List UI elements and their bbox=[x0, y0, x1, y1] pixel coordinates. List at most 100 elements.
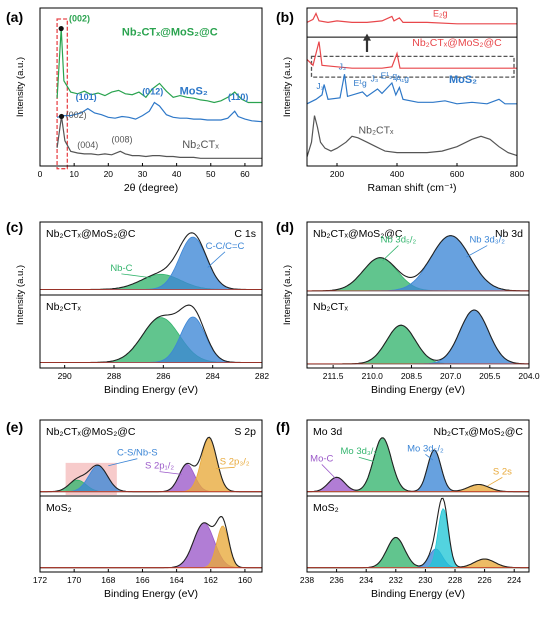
x-tick-label: 204.0 bbox=[518, 371, 540, 381]
label-leader bbox=[159, 471, 182, 475]
x-tick-label: 236 bbox=[330, 575, 344, 585]
panel-label: (d) bbox=[276, 219, 294, 235]
annotation: Nb₂CTₓ bbox=[182, 139, 219, 151]
x-axis-label: Binding Energy (eV) bbox=[104, 588, 198, 600]
core-level-label: Mo 3d bbox=[313, 426, 342, 438]
panel-label: (a) bbox=[6, 9, 23, 25]
panel-label: (f) bbox=[276, 419, 290, 435]
subpanel-title: Nb₂CTₓ@MoS₂@C bbox=[46, 426, 136, 438]
x-axis-label: Binding Energy (eV) bbox=[371, 384, 465, 396]
peak-label: Mo-C bbox=[310, 453, 333, 464]
arrow-head bbox=[363, 33, 371, 41]
panel-label: (e) bbox=[6, 419, 23, 435]
y-axis-label: Intensity (a.u.) bbox=[15, 57, 26, 117]
x-tick-label: 286 bbox=[156, 371, 170, 381]
series-line bbox=[306, 115, 518, 158]
subpanel: Nb₂CTₓ bbox=[40, 301, 262, 364]
peak-label: S 2p₁/₂ bbox=[145, 461, 174, 472]
highlight-box bbox=[310, 55, 515, 78]
x-tick-label: 170 bbox=[67, 575, 81, 585]
x-tick-label: 166 bbox=[135, 575, 149, 585]
panel-e: Nb₂CTₓ@MoS₂@C S 2p C-S/Nb-S S 2p₁/₂ S 2p₃/₂ M… bbox=[6, 419, 263, 600]
highlight-box bbox=[56, 18, 68, 170]
peak-label: S 2s bbox=[493, 466, 512, 477]
x-tick-label: 164 bbox=[170, 575, 184, 585]
annotation: Nb₂CTₓ@MoS₂@C bbox=[122, 27, 218, 39]
core-level-label: S 2p bbox=[234, 426, 256, 438]
envelope bbox=[306, 437, 529, 493]
x-axis-label: Raman shift (cm⁻¹) bbox=[368, 182, 457, 194]
x-tick-label: 210.0 bbox=[362, 371, 384, 381]
x-tick-label: 600 bbox=[450, 169, 464, 179]
x-tick-label: 234 bbox=[359, 575, 373, 585]
annotation: (012) bbox=[142, 87, 163, 97]
plot-frame bbox=[306, 7, 518, 167]
envelope bbox=[307, 497, 529, 569]
x-tick-label: 205.5 bbox=[479, 371, 501, 381]
label-leader bbox=[358, 456, 374, 462]
x-tick-label: 238 bbox=[300, 575, 314, 585]
x-tick-label: 284 bbox=[206, 371, 220, 381]
plot-frame bbox=[39, 419, 263, 573]
label-leader bbox=[215, 466, 235, 470]
series-line bbox=[306, 74, 517, 105]
peak-marker bbox=[58, 25, 64, 32]
subpanel-title: Nb₂CTₓ@MoS₂@C bbox=[433, 426, 523, 438]
annotation: MoS₂ bbox=[180, 86, 208, 98]
label-leader bbox=[382, 245, 399, 261]
x-tick-label: 160 bbox=[238, 575, 252, 585]
annotation: A₁g bbox=[396, 74, 410, 84]
x-tick-label: 60 bbox=[240, 169, 250, 179]
label-leader bbox=[321, 464, 336, 479]
annotation: (002) bbox=[69, 14, 90, 24]
x-tick-label: 168 bbox=[101, 575, 115, 585]
annotation: (002) bbox=[66, 110, 87, 120]
panel-a: (002) Nb₂CTₓ@MoS₂@C (101) MoS₂ (012) (110) (00… bbox=[6, 7, 263, 194]
core-level-label: Nb 3d bbox=[495, 228, 523, 240]
label-leader bbox=[487, 477, 503, 487]
subpanel: MoS₂ bbox=[40, 502, 262, 569]
peak-label: C-S/Nb-S bbox=[117, 448, 158, 459]
annotation: J₂ bbox=[339, 62, 347, 72]
subpanel: Nb₂CTₓ@MoS₂@C S 2p C-S/Nb-S S 2p₁/₂ S 2p₃/₂ bbox=[40, 426, 262, 495]
x-axis-label: 2θ (degree) bbox=[124, 182, 178, 194]
plot-frame bbox=[306, 221, 530, 369]
subpanel-title: MoS₂ bbox=[46, 502, 72, 514]
x-tick-label: 230 bbox=[418, 575, 432, 585]
plot-frame bbox=[306, 419, 530, 573]
series-line bbox=[56, 28, 262, 104]
x-tick-label: 10 bbox=[69, 169, 79, 179]
x-tick-label: 228 bbox=[448, 575, 462, 585]
core-level-label: C 1s bbox=[234, 228, 256, 240]
annotation: (101) bbox=[76, 92, 97, 102]
panel-c: Nb₂CTₓ@MoS₂@C C 1s Nb-C C-C/C=C Nb₂CTₓ 290 288… bbox=[6, 219, 269, 396]
peak-label: Nb 3d₅/₂ bbox=[381, 235, 417, 246]
subpanel-title: Nb₂CTₓ bbox=[313, 301, 348, 313]
annotation: Nb₂CTₓ@MoS₂@C bbox=[412, 37, 502, 49]
peak-label: Nb 3d₃/₂ bbox=[469, 235, 505, 246]
annotation: J₃ bbox=[371, 74, 379, 84]
panel-label: (b) bbox=[276, 9, 294, 25]
label-leader bbox=[425, 454, 434, 461]
annotation: (110) bbox=[228, 92, 249, 102]
x-tick-label: 224 bbox=[507, 575, 521, 585]
x-tick-label: 800 bbox=[510, 169, 524, 179]
series-line bbox=[306, 12, 517, 25]
x-tick-label: 208.5 bbox=[401, 371, 423, 381]
peak-marker bbox=[58, 113, 65, 120]
subpanel: Nb₂CTₓ@MoS₂@C Nb 3d Nb 3d₅/₂ Nb 3d₃/₂ bbox=[307, 228, 530, 292]
x-tick-label: 211.5 bbox=[323, 371, 344, 381]
annotation: E₂g bbox=[433, 8, 448, 18]
series-line bbox=[56, 101, 263, 123]
annotation: J₁ bbox=[316, 81, 323, 91]
plot-frame bbox=[39, 7, 263, 167]
x-tick-label: 288 bbox=[107, 371, 121, 381]
peak-label: Nb-C bbox=[110, 263, 132, 274]
x-tick-label: 226 bbox=[478, 575, 492, 585]
annotation: (008) bbox=[111, 135, 132, 145]
annotation: MoS₂ bbox=[449, 74, 477, 86]
subpanel-title: Nb₂CTₓ bbox=[46, 301, 81, 313]
annotation: Nb₂CTₓ bbox=[359, 124, 394, 136]
